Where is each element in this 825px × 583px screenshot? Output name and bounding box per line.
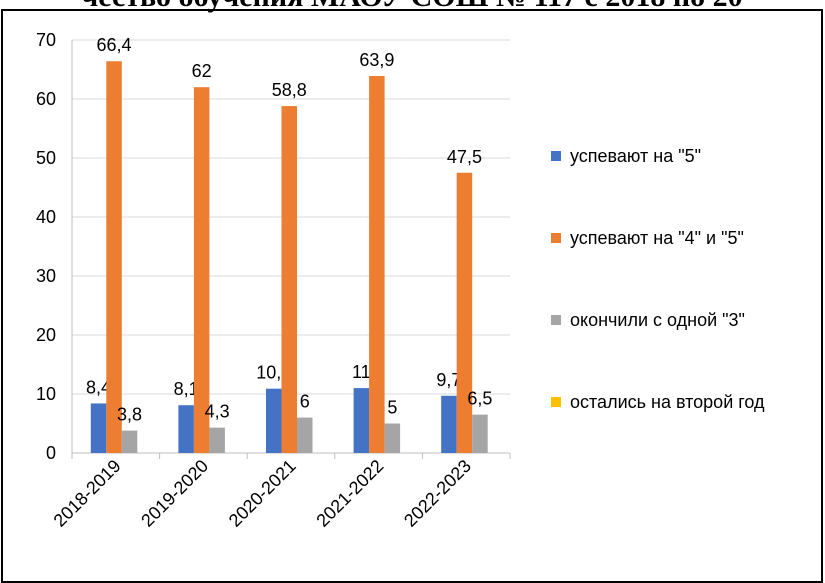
legend-line: окончили с одной "3" <box>570 310 745 330</box>
chart-border <box>1 9 823 583</box>
legend-line: успевают на "5" <box>570 146 701 166</box>
legend-marker <box>551 233 561 243</box>
y-tick-label: 60 <box>36 89 56 109</box>
data-label: 8,4 <box>86 377 111 397</box>
chart-title: чество обучения МАОУ СОШ № 117 с 2018 по… <box>81 0 742 13</box>
bar <box>281 106 297 453</box>
data-label: 8,1 <box>174 379 199 399</box>
data-label: 63,9 <box>359 50 394 70</box>
x-tick-label: 2018-2019 <box>50 456 125 531</box>
y-tick-label: 30 <box>36 266 56 286</box>
bar <box>106 61 122 454</box>
y-tick-label: 10 <box>36 384 56 404</box>
bar <box>353 388 370 453</box>
data-label: 5 <box>387 398 397 418</box>
bar <box>266 388 282 453</box>
bar <box>472 414 488 453</box>
legend-label: успевают на "4" и "5" <box>570 228 744 248</box>
bar <box>456 172 473 453</box>
x-tick-label: 2019-2020 <box>137 456 212 531</box>
bar <box>178 405 194 453</box>
bar <box>369 75 385 454</box>
x-tick-label: 2021-2022 <box>312 456 387 531</box>
y-tick-label: 70 <box>36 30 56 50</box>
data-label: 58,8 <box>272 80 307 100</box>
y-tick-label: 40 <box>36 207 56 227</box>
data-label: 6,5 <box>467 389 492 409</box>
x-tick-label: 2020-2021 <box>225 456 300 531</box>
data-label: 11 <box>352 362 371 382</box>
legend-marker <box>551 397 561 407</box>
legend-marker <box>551 315 561 325</box>
legend-marker <box>551 151 561 161</box>
data-label: 3,8 <box>117 405 142 425</box>
legend-line: остались на второй год <box>570 392 765 412</box>
bar <box>297 417 313 453</box>
y-tick-label: 0 <box>46 443 56 463</box>
data-label: 66,4 <box>97 35 132 55</box>
x-tick-label: 2022-2023 <box>400 456 475 531</box>
bar <box>90 403 107 453</box>
y-tick-label: 20 <box>36 325 56 345</box>
y-tick-label: 50 <box>36 148 56 168</box>
data-label: 6 <box>300 392 310 412</box>
bar <box>384 423 401 453</box>
data-label: 62 <box>192 61 212 81</box>
legend-label: остались на второй год <box>570 392 765 412</box>
bar <box>193 87 210 453</box>
legend-label: успевают на "5" <box>570 146 701 166</box>
bar <box>121 430 138 453</box>
bar <box>209 427 225 453</box>
data-label: 4,3 <box>205 402 230 422</box>
legend-label: окончили с одной "3" <box>570 310 745 330</box>
bar <box>441 395 457 453</box>
legend-line: успевают на "4" и "5" <box>570 228 744 248</box>
data-label: 47,5 <box>447 147 482 167</box>
data-label: 9,7 <box>436 370 461 390</box>
